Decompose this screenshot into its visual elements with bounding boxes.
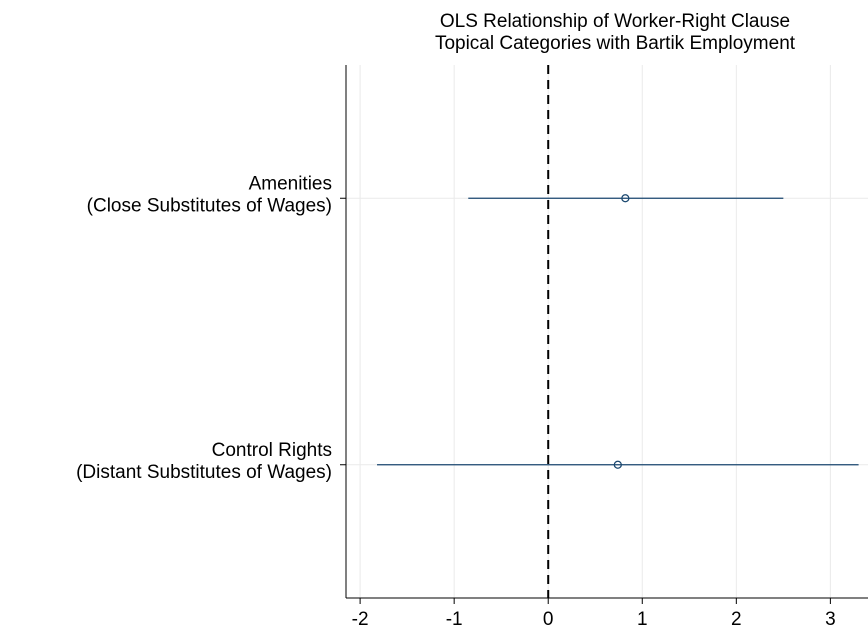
point-estimate: [621, 194, 630, 203]
x-tick-label: -1: [446, 609, 463, 630]
y-tick-label: Amenities: [249, 173, 332, 194]
y-tick-label: (Distant Substitutes of Wages): [76, 462, 332, 483]
x-tick-label: 2: [731, 609, 742, 630]
point-estimate: [613, 460, 622, 469]
chart-title: OLS Relationship of Worker-Right Clause: [440, 11, 790, 32]
chart-title: Topical Categories with Bartik Employmen…: [435, 33, 796, 54]
x-tick-label: -2: [352, 609, 369, 630]
x-tick-label: 1: [637, 609, 648, 630]
x-tick-label: 3: [825, 609, 836, 630]
y-tick-label: Control Rights: [212, 440, 332, 461]
x-tick-label: 0: [543, 609, 554, 630]
y-tick-label: (Close Substitutes of Wages): [87, 195, 332, 216]
